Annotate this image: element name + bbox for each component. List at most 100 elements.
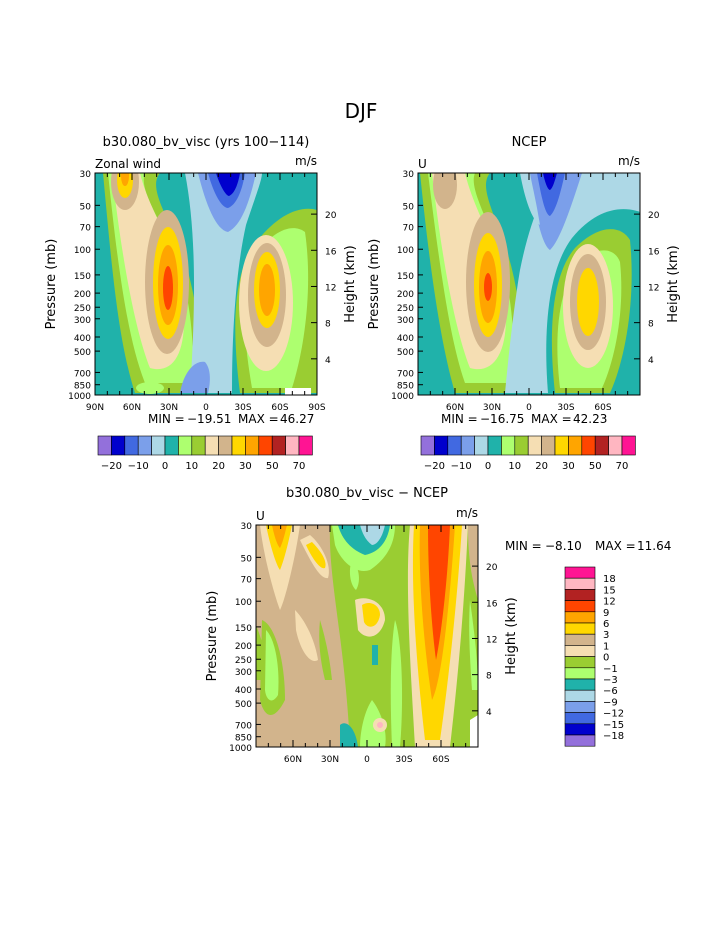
panel-model-ylabel: Pressure (mb) (44, 239, 59, 330)
lat-tick-label: 30S (395, 755, 412, 765)
colorbar-label: 20 (535, 461, 548, 472)
pressure-tick-label: 700 (74, 369, 91, 379)
colorbar-swatch (271, 435, 286, 456)
contour-band (136, 382, 164, 394)
pressure-tick-label: 70 (241, 576, 253, 586)
panel-diff-field-label: U (256, 509, 265, 523)
lat-tick-label: 60N (284, 755, 302, 765)
colorbar-label: 0 (162, 461, 168, 472)
main-title: DJF (345, 99, 378, 123)
contour-band (285, 388, 311, 395)
colorbar-swatch (434, 435, 449, 456)
contour-band (265, 630, 279, 701)
height-tick-label: 16 (325, 247, 337, 257)
colorbar-swatch (137, 435, 152, 456)
panel-model-field-label: Zonal wind (95, 157, 161, 171)
height-tick-label: 8 (325, 320, 331, 330)
colorbar-label: 18 (603, 574, 616, 585)
panel-model-min-label: MIN = (148, 412, 185, 426)
pressure-tick-label: 150 (235, 624, 252, 634)
panel-ncep-min-value: −16.75 (480, 412, 524, 426)
contour-band (259, 264, 275, 316)
lat-tick-label: 60N (446, 403, 464, 413)
pressure-tick-label: 1000 (391, 392, 414, 402)
contour-band (180, 361, 210, 393)
colorbar-label: 0 (485, 461, 491, 472)
panel-diff-min-label: MIN = (505, 539, 542, 553)
colorbar-label: −6 (603, 686, 618, 697)
colorbar-label: −1 (603, 664, 618, 675)
height-tick-label: 12 (648, 283, 659, 293)
pressure-tick-label: 50 (403, 202, 415, 212)
lat-tick-label: 0 (203, 403, 209, 413)
colorbar-swatch (564, 566, 596, 579)
colorbar-swatch (164, 435, 179, 456)
panel-diff-max-label: MAX = (595, 539, 636, 553)
height-tick-label: 12 (325, 283, 336, 293)
pressure-tick-label: 850 (235, 734, 252, 744)
panel-diff-y2label: Height (km) (504, 597, 519, 674)
pressure-tick-label: 400 (397, 334, 414, 344)
colorbar-label: 12 (603, 597, 616, 608)
colorbar-swatch (97, 435, 112, 456)
panel-ncep-field-label: U (418, 157, 427, 171)
panel-diff-ylabel: Pressure (mb) (205, 591, 220, 682)
contour-band (433, 173, 457, 209)
height-tick-label: 20 (325, 211, 337, 221)
pressure-tick-label: 30 (80, 170, 92, 180)
colorbar-swatch (554, 435, 569, 456)
colorbar-swatch (564, 712, 596, 725)
colorbar-swatch (231, 435, 246, 456)
lat-tick-label: 60N (123, 403, 141, 413)
colorbar-label: 30 (562, 461, 575, 472)
height-tick-label: 12 (486, 635, 497, 645)
colorbar-swatch (564, 645, 596, 657)
colorbar-label: 6 (603, 619, 609, 630)
colorbar-swatch (608, 435, 623, 456)
colorbar-swatch (460, 435, 475, 456)
colorbar-swatch (564, 622, 596, 635)
panel-model-title: b30.080_bv_visc (yrs 100−114) (103, 135, 310, 150)
height-tick-label: 8 (486, 672, 492, 682)
pressure-tick-label: 500 (397, 348, 414, 358)
colorbar-label: −20 (101, 461, 122, 472)
pressure-tick-label: 100 (397, 246, 414, 256)
panel-ncep-y2label: Height (km) (666, 245, 681, 322)
pressure-tick-label: 200 (235, 642, 252, 652)
panel-model-colorbar: −20 −10 0 10 20 30 50 70 (97, 435, 313, 472)
pressure-tick-label: 50 (80, 202, 92, 212)
colorbar-label: −9 (603, 697, 618, 708)
contour-band (428, 525, 450, 660)
colorbar-label: 30 (239, 461, 252, 472)
colorbar-swatch (564, 701, 596, 713)
colorbar-swatch (501, 435, 516, 456)
pressure-tick-label: 250 (74, 304, 91, 314)
colorbar-swatch (564, 689, 596, 702)
colorbar-label: 0 (603, 653, 609, 664)
colorbar-label: 10 (185, 461, 198, 472)
lat-tick-label: 30N (483, 403, 501, 413)
panel-model-contours (95, 173, 317, 395)
colorbar-swatch (285, 435, 300, 456)
pressure-tick-label: 300 (397, 316, 414, 326)
contour-band (600, 173, 640, 210)
colorbar-label: 50 (266, 461, 279, 472)
colorbar-label: 70 (293, 461, 306, 472)
pressure-tick-label: 500 (74, 348, 91, 358)
panel-ncep-max-value: 42.23 (573, 412, 607, 426)
contour-band (390, 620, 403, 747)
panel-diff-title: b30.080_bv_visc − NCEP (286, 486, 448, 501)
panel-diff: b30.080_bv_visc − NCEP U m/s (205, 486, 671, 765)
contour-band (340, 723, 358, 747)
pressure-tick-label: 200 (74, 290, 91, 300)
pressure-tick-label: 500 (235, 700, 252, 710)
lat-tick-label: 0 (364, 755, 370, 765)
contour-band (163, 266, 173, 310)
colorbar-label: −12 (603, 709, 624, 720)
pressure-tick-label: 100 (235, 598, 252, 608)
